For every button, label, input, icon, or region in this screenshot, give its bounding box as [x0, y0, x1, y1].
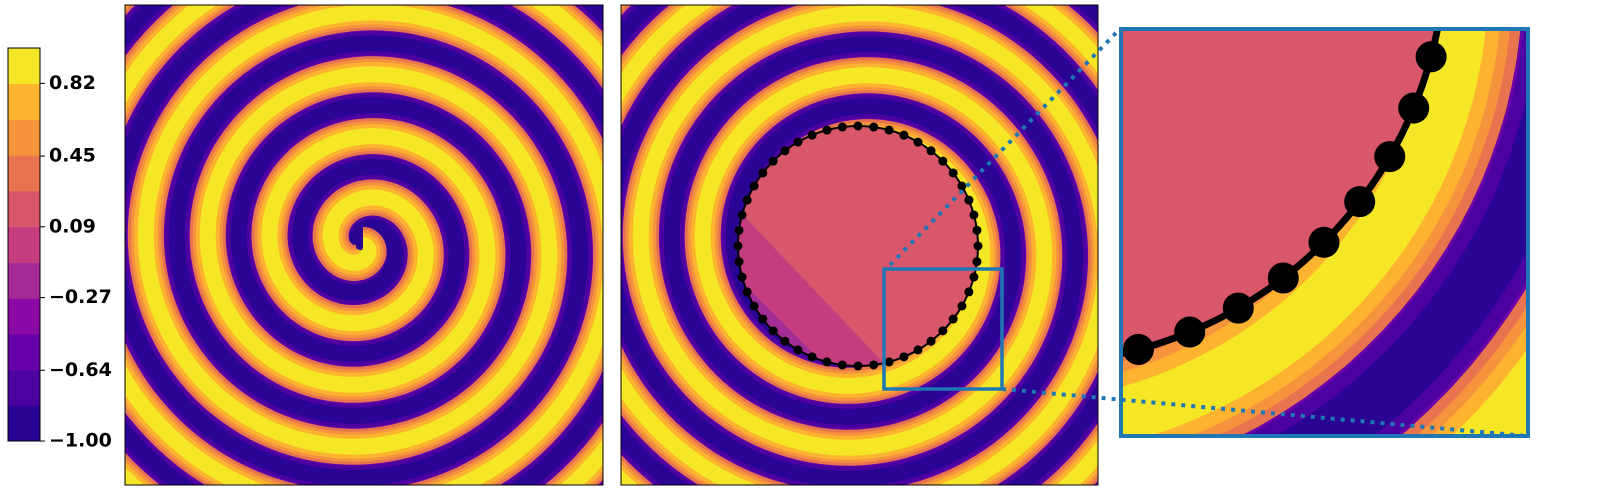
- boundary-node: [964, 195, 974, 205]
- boundary-node: [972, 257, 982, 267]
- boundary-node: [749, 181, 759, 191]
- inner-band: [738, 240, 840, 366]
- boundary-node: [938, 156, 948, 166]
- boundary-node: [948, 314, 958, 324]
- boundary-node: [768, 156, 778, 166]
- boundary-node: [822, 125, 832, 135]
- boundary-node: [758, 168, 768, 178]
- boundary-node: [899, 352, 909, 362]
- boundary-node: [926, 146, 936, 156]
- bright-arm: [125, 5, 603, 485]
- boundary-node: [768, 326, 778, 336]
- spiral-panel: [125, 5, 603, 485]
- boundary-node: [793, 137, 803, 147]
- boundary-node: [742, 287, 752, 297]
- inset-frame: [1119, 27, 1530, 438]
- boundary-node: [899, 130, 909, 140]
- boundary-node: [853, 361, 863, 371]
- boundary-node: [884, 125, 894, 135]
- boundary-node: [737, 272, 747, 282]
- boundary-node: [913, 137, 923, 147]
- boundary-node: [913, 345, 923, 355]
- connector: [888, 31, 1118, 267]
- boundary-node: [948, 168, 958, 178]
- boundary-node: [780, 336, 790, 346]
- connector: [1001, 387, 1527, 438]
- boundary-node: [972, 225, 982, 235]
- boundary-node: [964, 287, 974, 297]
- dark-arm: [125, 5, 603, 485]
- boundary-node: [957, 301, 967, 311]
- boundary-node: [780, 146, 790, 156]
- colorbar-tick-label: −1.00: [49, 430, 112, 452]
- colorbar-band: [8, 190, 40, 228]
- inner-region: [738, 126, 978, 366]
- colorbar-tick-label: 0.45: [49, 145, 96, 167]
- colorbar-tick-label: 0.82: [49, 72, 96, 94]
- boundary-node: [969, 210, 979, 220]
- boundary-node: [926, 336, 936, 346]
- colorbar-band: [8, 83, 40, 120]
- colorbar-band: [8, 405, 40, 442]
- boundary-node: [807, 352, 817, 362]
- colorbar-tick-label: −0.64: [49, 359, 112, 381]
- colorbar-band: [8, 155, 40, 192]
- panel-frame: [620, 4, 1099, 486]
- boundary-node: [837, 360, 847, 370]
- panel-frame: [124, 4, 604, 486]
- boundary-node: [793, 345, 803, 355]
- zoom-box: [882, 267, 1004, 391]
- boundary-node: [758, 314, 768, 324]
- boundary-node: [969, 272, 979, 282]
- colorbar-band: [8, 48, 40, 85]
- boundary-node: [742, 195, 752, 205]
- boundary-node: [869, 122, 879, 132]
- colorbar-band: [8, 262, 40, 299]
- boundary-node: [734, 257, 744, 267]
- boundary-node: [737, 210, 747, 220]
- boundary-node: [734, 225, 744, 235]
- boundary-node: [973, 241, 983, 251]
- colorbar-band: [8, 369, 40, 406]
- colorbar-tick-label: 0.09: [49, 215, 96, 237]
- boundary-node: [957, 181, 967, 191]
- boundary-node: [884, 357, 894, 367]
- colorbar-band: [8, 298, 40, 335]
- boundary-node: [853, 121, 863, 131]
- colorbar-frame: [7, 47, 41, 442]
- boundary-node: [938, 326, 948, 336]
- boundary-node: [869, 360, 879, 370]
- colorbar-tick-label: −0.27: [49, 286, 112, 308]
- boundary-node: [822, 357, 832, 367]
- colorbar: −1.00 −0.64 −0.27 0.09 0.45 0.82: [8, 48, 112, 452]
- boundary-node: [749, 301, 759, 311]
- boundary-node: [837, 122, 847, 132]
- boundary-node: [733, 241, 743, 251]
- colorbar-band: [8, 333, 40, 371]
- colorbar-band: [8, 226, 40, 263]
- colorbar-band: [8, 119, 40, 156]
- boundary-node: [807, 130, 817, 140]
